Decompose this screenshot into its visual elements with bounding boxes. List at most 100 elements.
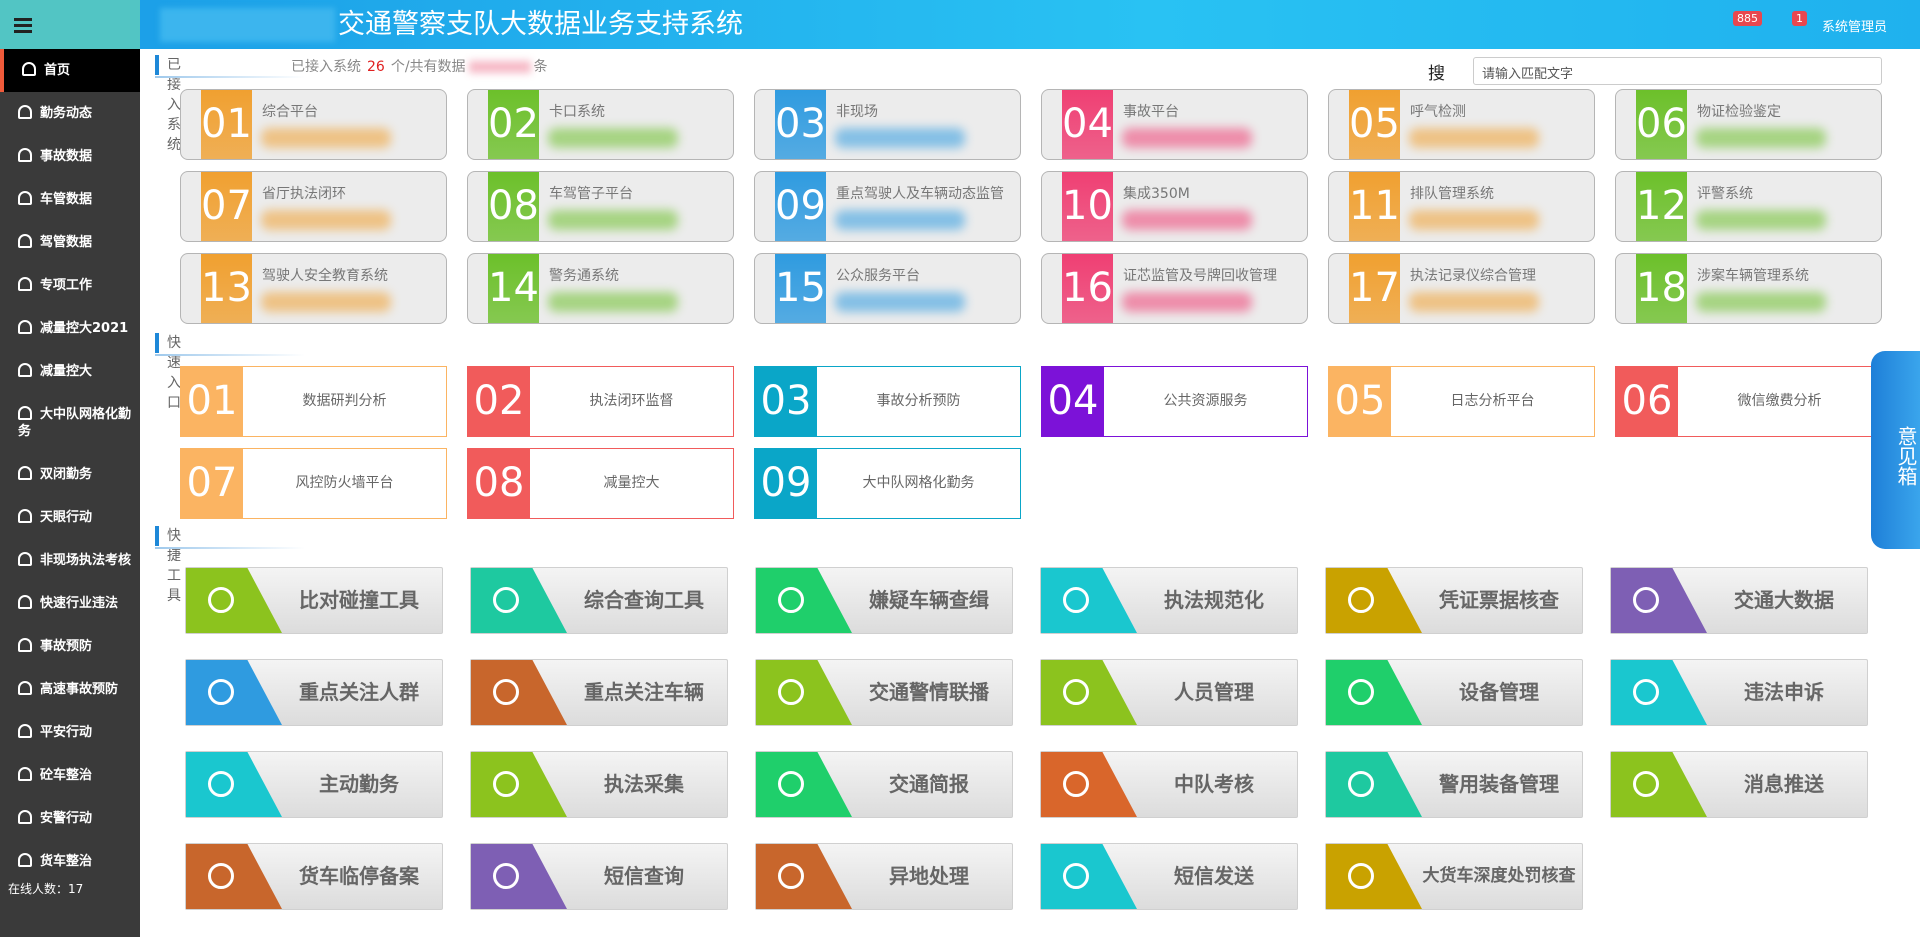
- masked-value: [835, 210, 965, 230]
- tool-icon: [1041, 752, 1137, 817]
- message-badge[interactable]: 1: [1792, 11, 1807, 26]
- quick-entry[interactable]: 08 减量控大: [467, 448, 734, 519]
- menu-item[interactable]: 事故数据: [0, 135, 140, 178]
- tool-button[interactable]: 重点关注车辆: [470, 659, 728, 726]
- menu-item[interactable]: 勤务动态: [0, 92, 140, 135]
- quick-entry[interactable]: 03 事故分析预防: [754, 366, 1021, 437]
- menu-item[interactable]: 非现场执法考核: [0, 539, 140, 582]
- tool-button[interactable]: 主动勤务: [185, 751, 443, 818]
- quick-entry[interactable]: 09 大中队网格化勤务: [754, 448, 1021, 519]
- entry-number: 09: [755, 449, 817, 518]
- tool-name: 设备管理: [1459, 680, 1539, 704]
- tool-button[interactable]: 大货车深度处罚核查: [1325, 843, 1583, 910]
- tool-button[interactable]: 执法采集: [470, 751, 728, 818]
- system-card[interactable]: 14 警务通系统: [467, 253, 734, 324]
- masked-value: [1122, 128, 1252, 148]
- tool-icon: [756, 844, 852, 909]
- menu-item[interactable]: 快速行业违法: [0, 582, 140, 625]
- system-card[interactable]: 06 物证检验鉴定: [1615, 89, 1882, 160]
- menu-item[interactable]: 砼车整治: [0, 754, 140, 797]
- search-input[interactable]: 请输入匹配文字: [1473, 57, 1882, 85]
- system-card[interactable]: 18 涉案车辆管理系统: [1615, 253, 1882, 324]
- section-line: [155, 76, 305, 78]
- alert-badge[interactable]: 885: [1733, 11, 1762, 26]
- quick-entry[interactable]: 07 风控防火墙平台: [180, 448, 447, 519]
- system-card[interactable]: 02 卡口系统: [467, 89, 734, 160]
- system-card[interactable]: 08 车驾管子平台: [467, 171, 734, 242]
- system-card[interactable]: 15 公众服务平台: [754, 253, 1021, 324]
- tool-name: 违法申诉: [1744, 680, 1824, 704]
- tool-button[interactable]: 短信查询: [470, 843, 728, 910]
- tool-button[interactable]: 交通简报: [755, 751, 1013, 818]
- tool-button[interactable]: 重点关注人群: [185, 659, 443, 726]
- system-number: 02: [488, 90, 539, 159]
- tool-name: 警用装备管理: [1439, 772, 1559, 796]
- quick-entry[interactable]: 01 数据研判分析: [180, 366, 447, 437]
- tool-name: 比对碰撞工具: [299, 588, 419, 612]
- tool-button[interactable]: 消息推送: [1610, 751, 1868, 818]
- system-number: 12: [1636, 172, 1687, 241]
- menu-item[interactable]: 专项工作: [0, 264, 140, 307]
- tool-button[interactable]: 凭证票据核查: [1325, 567, 1583, 634]
- entry-number: 05: [1329, 367, 1391, 436]
- menu-toggle[interactable]: [0, 0, 140, 49]
- system-card[interactable]: 04 事故平台: [1041, 89, 1308, 160]
- tool-button[interactable]: 执法规范化: [1040, 567, 1298, 634]
- tool-button[interactable]: 设备管理: [1325, 659, 1583, 726]
- system-number: 07: [201, 172, 252, 241]
- user-menu[interactable]: 系统管理员: [1822, 20, 1888, 35]
- system-card[interactable]: 16 证芯监管及号牌回收管理: [1041, 253, 1308, 324]
- tool-button[interactable]: 综合查询工具: [470, 567, 728, 634]
- menu-item[interactable]: 首页: [0, 49, 140, 92]
- tool-icon: [471, 568, 567, 633]
- menu-item[interactable]: 减量控大2021: [0, 307, 140, 350]
- system-card[interactable]: 11 排队管理系统: [1328, 171, 1595, 242]
- menu-item[interactable]: 减量控大: [0, 350, 140, 393]
- system-card[interactable]: 12 评警系统: [1615, 171, 1882, 242]
- tool-button[interactable]: 人员管理: [1040, 659, 1298, 726]
- system-card[interactable]: 13 驾驶人安全教育系统: [180, 253, 447, 324]
- tool-button[interactable]: 比对碰撞工具: [185, 567, 443, 634]
- system-card[interactable]: 10 集成350M: [1041, 171, 1308, 242]
- tool-button[interactable]: 违法申诉: [1610, 659, 1868, 726]
- menu-item[interactable]: 驾管数据: [0, 221, 140, 264]
- tool-button[interactable]: 嫌疑车辆查缉: [755, 567, 1013, 634]
- quick-entry[interactable]: 05 日志分析平台: [1328, 366, 1595, 437]
- menu-item[interactable]: 天眼行动: [0, 496, 140, 539]
- system-number: 01: [201, 90, 252, 159]
- system-card[interactable]: 17 执法记录仪综合管理: [1328, 253, 1595, 324]
- quick-entry[interactable]: 02 执法闭环监督: [467, 366, 734, 437]
- menu-item[interactable]: 安警行动: [0, 797, 140, 840]
- tool-name: 异地处理: [889, 864, 969, 888]
- menu-item[interactable]: 平安行动: [0, 711, 140, 754]
- masked-value: [1696, 292, 1826, 312]
- tool-button[interactable]: 交通警情联播: [755, 659, 1013, 726]
- tool-button[interactable]: 交通大数据: [1610, 567, 1868, 634]
- system-card[interactable]: 07 省厅执法闭环: [180, 171, 447, 242]
- entry-name: 事故分析预防: [876, 393, 961, 409]
- menu-item[interactable]: 双闭勤务: [0, 453, 140, 496]
- masked-value: [835, 128, 965, 148]
- menu-item[interactable]: 货车整治: [0, 840, 140, 883]
- quick-entry[interactable]: 06 微信缴费分析: [1615, 366, 1882, 437]
- tool-button[interactable]: 短信发送: [1040, 843, 1298, 910]
- masked-value: [1696, 210, 1826, 230]
- system-card[interactable]: 09 重点驾驶人及车辆动态监管: [754, 171, 1021, 242]
- quick-entry[interactable]: 04 公共资源服务: [1041, 366, 1308, 437]
- system-card[interactable]: 05 呼气检测: [1328, 89, 1595, 160]
- entry-name: 公共资源服务: [1163, 393, 1248, 409]
- system-card[interactable]: 01 综合平台: [180, 89, 447, 160]
- tool-button[interactable]: 异地处理: [755, 843, 1013, 910]
- menu-item[interactable]: 大中队网格化勤务: [0, 393, 140, 453]
- feedback-box[interactable]: 意见箱: [1871, 351, 1920, 549]
- system-card[interactable]: 03 非现场: [754, 89, 1021, 160]
- tool-button[interactable]: 警用装备管理: [1325, 751, 1583, 818]
- menu-item[interactable]: 高速事故预防: [0, 668, 140, 711]
- menu-item[interactable]: 事故预防: [0, 625, 140, 668]
- tool-name: 人员管理: [1174, 680, 1254, 704]
- tool-name: 综合查询工具: [584, 588, 704, 612]
- system-number: 10: [1062, 172, 1113, 241]
- tool-button[interactable]: 中队考核: [1040, 751, 1298, 818]
- tool-button[interactable]: 货车临停备案: [185, 843, 443, 910]
- menu-item[interactable]: 车管数据: [0, 178, 140, 221]
